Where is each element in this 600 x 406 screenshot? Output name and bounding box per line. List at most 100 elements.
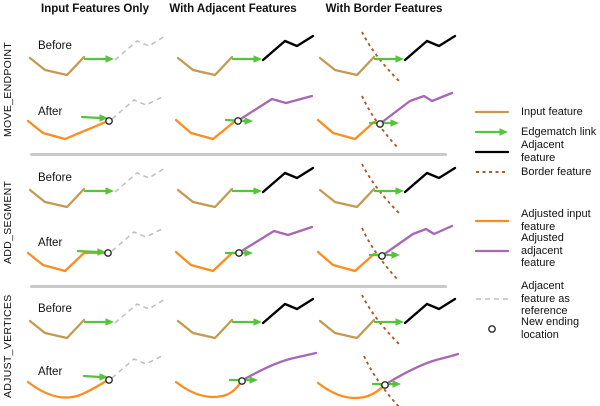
diagram-cell-adjust_vertices-after-col2: [174, 351, 318, 399]
column-header-with-border-features: With Border Features: [325, 3, 443, 15]
legend-item-adjacent-feature-as-reference: Adjacent feature as reference: [473, 280, 600, 317]
row-label-after: After: [38, 106, 63, 118]
input-feature-path: [28, 187, 86, 209]
edgematch-link-swatch-graphic: [474, 128, 508, 136]
new-ending-location-marker: [376, 120, 384, 128]
edgematch-link-arrowhead: [105, 318, 114, 326]
adjusted-adjacent-feature-swatch: [474, 245, 510, 257]
edgematch-link-arrowhead: [99, 114, 108, 122]
edgematch-link-arrowhead: [253, 187, 262, 195]
input-feature-path: [318, 318, 376, 340]
edgematch-link-arrowhead: [395, 55, 404, 63]
legend-item-border-feature: Border feature: [473, 162, 600, 182]
reference-feature-swatch: [475, 293, 509, 305]
legend-label: Adjusted input feature: [521, 208, 591, 233]
border-feature-path: [361, 294, 401, 346]
edgematch-link-line: [82, 374, 102, 379]
diagram-cell-adjust_vertices-before-col1: [28, 298, 166, 340]
new-ending-location-marker: [235, 249, 243, 257]
adjacent-feature-path: [261, 297, 315, 325]
diagram-cell-move_endpoint-after-col1: [26, 95, 165, 141]
adjusted-input-feature-path: [26, 119, 110, 141]
edgematch-link-swatch: [474, 126, 509, 138]
new-ending-location-marker: [488, 325, 496, 333]
adjusted-input-feature-path: [174, 118, 240, 141]
legend-item-adjusted-adjacent-feature: Adjusted adjacent feature: [473, 232, 600, 269]
edgematch-link-arrowhead: [390, 119, 399, 127]
edgematch-link-arrowhead: [395, 187, 404, 195]
new-ending-location-swatch: [475, 323, 509, 335]
method-label-move-endpoint: MOVE_ENDPOINT: [2, 42, 14, 138]
method-label-adjust-vertices: ADJUST_VERTICES: [2, 294, 14, 398]
legend-label: Adjacent feature as reference: [521, 279, 570, 318]
legend-item-input-feature: Input feature: [473, 102, 600, 122]
section-divider: [30, 285, 447, 288]
border-feature-path: [361, 31, 401, 83]
adjusted-adjacent-feature-path: [384, 352, 460, 386]
section-divider: [30, 153, 447, 156]
edgematch-link-line: [76, 249, 100, 254]
new-ending-location-marker: [378, 252, 386, 260]
column-header-with-adjacent-features: With Adjacent Features: [169, 3, 297, 15]
input-feature-swatch: [474, 106, 510, 118]
adjusted-input-swatch-graphic: [474, 219, 510, 223]
adjusted-adjacent-feature-path: [237, 94, 314, 122]
edgematch-link-arrowhead: [105, 55, 114, 63]
adjusted-adjacent-feature-path: [238, 225, 314, 254]
diagram-cell-move_endpoint-before-col1: [28, 35, 166, 77]
adjusted-input-feature-path: [26, 251, 109, 273]
diagram-cell-add_segment-before-col2: [176, 166, 315, 209]
column-header-input-features-only: Input Features Only: [41, 3, 149, 15]
input-feature-path: [318, 55, 376, 77]
adjusted-input-feature-path: [174, 379, 244, 399]
input-feature-path: [176, 55, 234, 77]
legend-label: Input feature: [521, 105, 583, 118]
row-label-after: After: [38, 237, 63, 249]
legend-label: Adjusted adjacent feature: [521, 231, 564, 270]
adjusted-input-feature-path: [316, 381, 387, 400]
legend-item-adjacent-feature: Adjacent feature: [473, 139, 600, 164]
input-feature-path: [28, 318, 86, 340]
new-ending-location-marker: [105, 376, 113, 384]
row-label-after: After: [38, 366, 63, 378]
diagram-cell-add_segment-before-col3: [318, 163, 457, 215]
input-feature-path: [176, 187, 234, 209]
adjacent-feature-path: [403, 34, 457, 62]
adjacent-reference-path: [111, 354, 165, 379]
edgematch-link-arrowhead: [391, 251, 400, 259]
input-feature-path: [28, 55, 86, 77]
input-swatch-graphic: [474, 110, 510, 114]
legend-item-new-ending-location: New ending location: [473, 314, 600, 344]
legend-label: Border feature: [521, 165, 592, 178]
adjusted-adjacent-feature-path: [379, 91, 454, 125]
edgematch-link-arrowhead: [253, 318, 262, 326]
diagram-cell-adjust_vertices-before-col2: [176, 297, 315, 340]
new-ending-swatch-graphic: [488, 325, 496, 333]
legend-label: Adjacent feature: [521, 139, 564, 164]
border-feature-swatch: [475, 166, 509, 178]
edgematch-link-arrowhead: [244, 249, 253, 257]
edgematch-link-arrowhead: [97, 248, 106, 256]
border-feature-path: [361, 163, 401, 215]
new-ending-location-marker: [105, 117, 113, 125]
adjacent-feature-path: [261, 166, 315, 194]
edgematch-link-arrowhead: [395, 318, 404, 326]
adjusted-input-feature-path: [174, 250, 240, 273]
adjacent-reference-path: [114, 298, 166, 324]
input-feature-path: [176, 318, 234, 340]
adjacent-swatch-graphic: [474, 150, 510, 154]
legend: Input feature Edgematch link Adjacent fe…: [473, 102, 600, 344]
adjusted-adjacent-feature-path: [241, 351, 318, 382]
diagram-cell-move_endpoint-before-col3: [318, 31, 457, 83]
diagram-cell-add_segment-after-col1: [26, 227, 165, 273]
row-label-before: Before: [38, 172, 72, 184]
reference-swatch-graphic: [476, 298, 508, 300]
adjacent-reference-path: [111, 95, 165, 120]
input-feature-path: [318, 187, 376, 209]
new-ending-location-marker: [234, 117, 242, 125]
adjacent-reference-path: [114, 167, 166, 193]
adjacent-feature-path: [403, 297, 457, 325]
new-ending-location-marker: [381, 381, 389, 389]
row-label-before: Before: [38, 40, 72, 52]
diagram-cell-add_segment-after-col2: [174, 225, 314, 273]
